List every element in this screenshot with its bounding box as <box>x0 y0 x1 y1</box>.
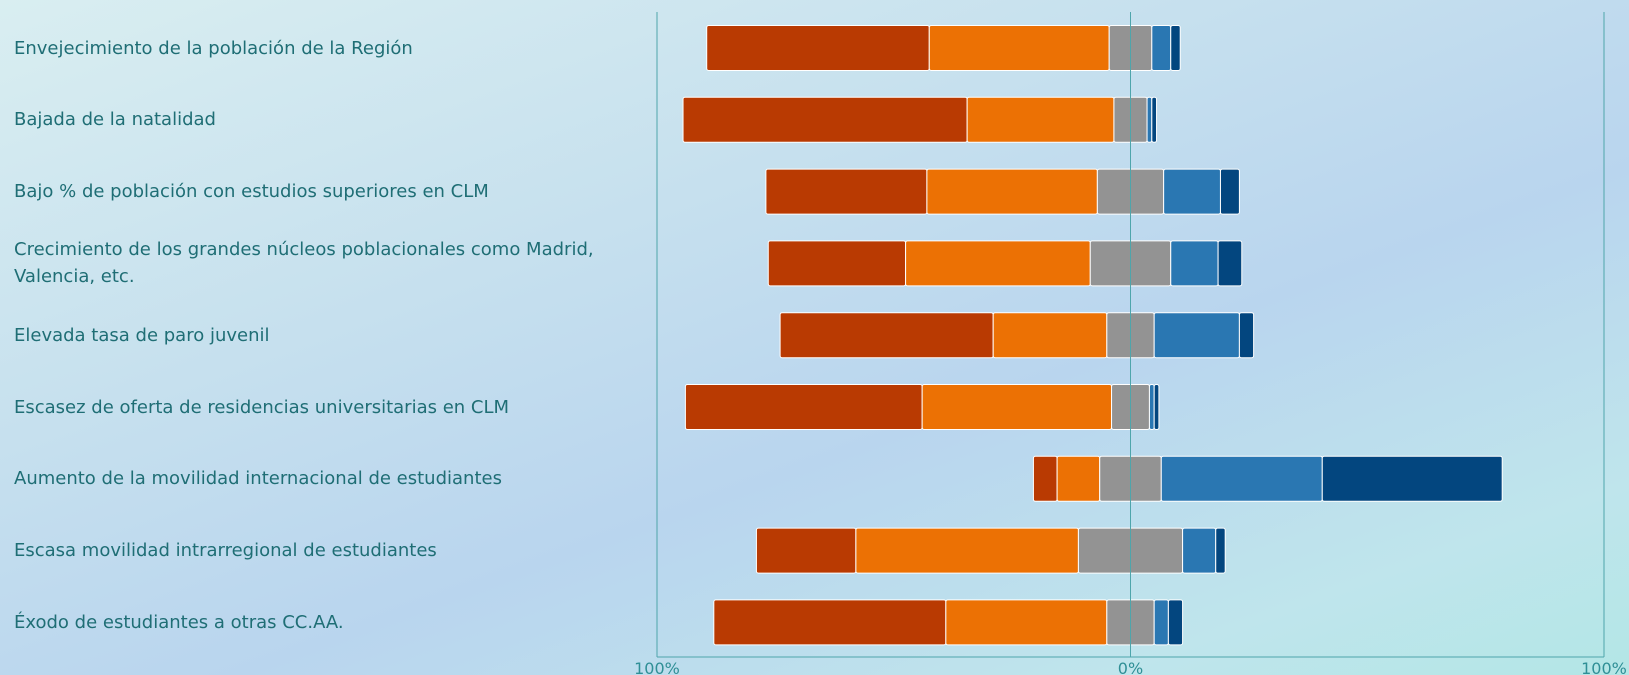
bar-segment <box>1170 25 1181 71</box>
bar-segment <box>1032 455 1058 502</box>
bar-row <box>767 240 1243 287</box>
bar-segment <box>713 599 947 646</box>
bar-segment <box>1182 527 1217 574</box>
bar-segment <box>1215 527 1226 574</box>
bar-row <box>682 96 1158 143</box>
bar-segment <box>1160 455 1323 502</box>
bar-segment <box>1153 384 1160 430</box>
x-tick-label: 0% <box>1118 659 1143 675</box>
bar-segment <box>706 25 930 71</box>
bar-segment <box>1151 25 1172 71</box>
bar-segment <box>905 240 1091 287</box>
category-label: Bajada de la natalidad <box>14 109 216 131</box>
bar-segment <box>1163 168 1221 215</box>
bar-segment <box>966 96 1115 143</box>
bar-segment <box>1146 96 1153 143</box>
category-label: Envejecimiento de la población de la Reg… <box>14 37 413 59</box>
bar-row <box>706 25 1181 71</box>
bar-segment <box>1219 168 1240 215</box>
bar-row <box>713 599 1184 646</box>
category-label: Crecimiento de los grandes núcleos pobla… <box>14 239 594 288</box>
bar-segment <box>767 240 907 287</box>
bar-segment <box>926 168 1098 215</box>
category-label: Elevada tasa de paro juvenil <box>14 324 270 346</box>
bar-segment <box>755 527 857 574</box>
x-tick-label: 100% <box>1581 659 1627 675</box>
bar-segment <box>855 527 1079 574</box>
category-label: Bajo % de población con estudios superio… <box>14 181 489 203</box>
x-tick-label: 100% <box>634 659 680 675</box>
category-label: Escasez de oferta de residencias univers… <box>14 396 510 418</box>
bar-segment <box>779 312 994 359</box>
bar-row <box>755 527 1226 574</box>
bar-segment <box>945 599 1108 646</box>
bar-row <box>779 312 1255 359</box>
bar-segment <box>1151 96 1158 143</box>
bar-segment <box>1148 384 1155 430</box>
category-label: Aumento de la movilidad internacional de… <box>14 468 502 490</box>
category-label: Éxodo de estudiantes a otras CC.AA. <box>14 611 344 633</box>
bar-segment <box>684 384 923 430</box>
bar-segment <box>1056 455 1101 502</box>
bar-segment <box>1153 599 1169 646</box>
bar-segment <box>1167 599 1184 646</box>
bar-segment <box>921 384 1113 430</box>
bar-segment <box>1217 240 1243 287</box>
category-label: Escasa movilidad intrarregional de estud… <box>14 540 437 562</box>
bar-segment <box>1238 312 1255 359</box>
bar-segment <box>765 168 928 215</box>
bar-row <box>1032 455 1503 502</box>
bar-segment <box>992 312 1108 359</box>
bar-segment <box>1153 312 1240 359</box>
bar-row <box>684 384 1160 430</box>
bar-segment <box>1321 455 1503 502</box>
bar-segment <box>682 96 968 143</box>
bar-row <box>765 168 1240 215</box>
bar-segment <box>928 25 1110 71</box>
bar-segment <box>1170 240 1219 287</box>
